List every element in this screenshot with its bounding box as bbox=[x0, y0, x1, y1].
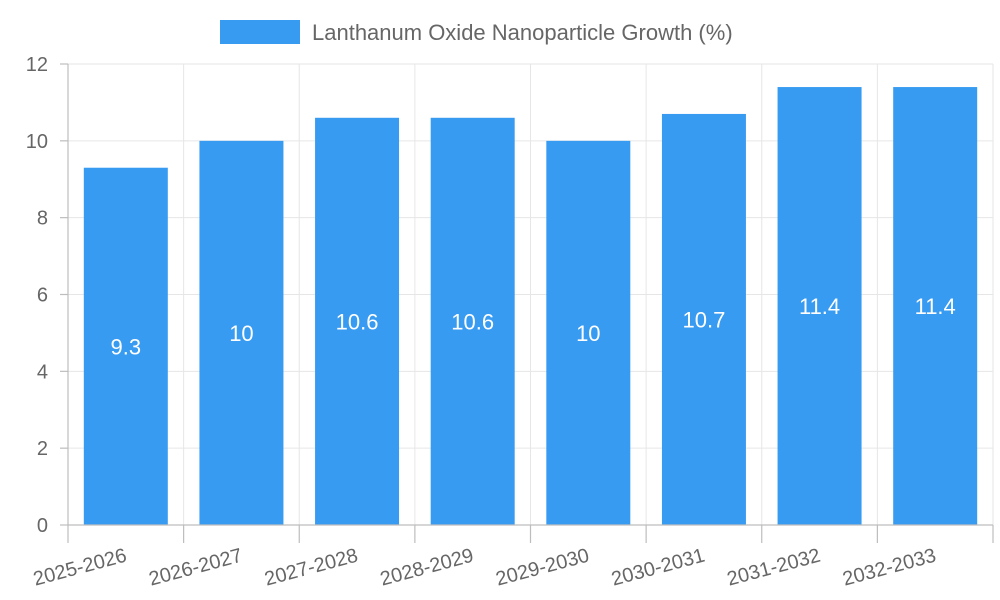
bar[interactable] bbox=[777, 87, 862, 526]
bar[interactable] bbox=[315, 117, 400, 526]
data-label: 10 bbox=[576, 321, 600, 346]
bar[interactable] bbox=[199, 140, 284, 526]
data-label: 11.4 bbox=[915, 294, 956, 319]
data-label: 10.6 bbox=[336, 309, 379, 334]
bar[interactable] bbox=[83, 167, 168, 525]
bar[interactable] bbox=[430, 117, 515, 526]
data-label: 10 bbox=[229, 321, 253, 346]
x-tick-label: 2025-2026 bbox=[31, 545, 129, 591]
legend[interactable]: Lanthanum Oxide Nanoparticle Growth (%) bbox=[220, 20, 733, 45]
x-tick-label: 2026-2027 bbox=[147, 545, 245, 591]
data-label: 10.7 bbox=[683, 307, 726, 332]
x-tick-label: 2028-2029 bbox=[378, 545, 476, 591]
y-tick-label: 4 bbox=[37, 361, 48, 383]
y-tick-label: 12 bbox=[26, 54, 48, 76]
x-tick-label: 2032-2033 bbox=[840, 545, 938, 591]
bar[interactable] bbox=[661, 113, 746, 526]
x-tick-label: 2027-2028 bbox=[262, 545, 360, 591]
x-tick-label: 2031-2032 bbox=[725, 545, 823, 591]
legend-swatch[interactable] bbox=[220, 20, 300, 44]
data-label: 10.6 bbox=[451, 309, 494, 334]
x-tick-label: 2029-2030 bbox=[494, 545, 592, 591]
data-label: 9.3 bbox=[111, 334, 142, 359]
legend-label[interactable]: Lanthanum Oxide Nanoparticle Growth (%) bbox=[312, 20, 733, 45]
x-tick-label: 2030-2031 bbox=[609, 545, 707, 591]
y-tick-label: 6 bbox=[37, 285, 48, 307]
y-tick-label: 8 bbox=[37, 208, 48, 230]
y-tick-label: 2 bbox=[37, 438, 48, 460]
y-tick-label: 10 bbox=[26, 131, 48, 153]
bars-layer bbox=[83, 87, 978, 526]
y-tick-label: 0 bbox=[37, 515, 48, 537]
axes-layer bbox=[60, 63, 994, 543]
bar[interactable] bbox=[893, 87, 978, 526]
data-label: 11.4 bbox=[799, 294, 840, 319]
bar[interactable] bbox=[546, 140, 631, 526]
